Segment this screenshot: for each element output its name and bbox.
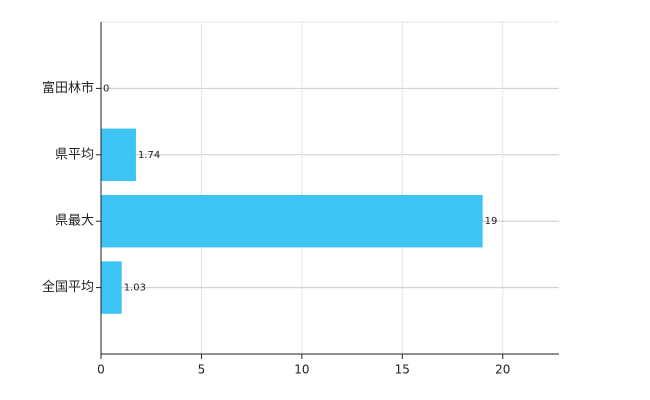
x-tick-label: 15 (395, 363, 410, 377)
y-tick-label: 県最大 (55, 214, 94, 229)
x-tick-label: 5 (198, 363, 206, 377)
value-label: 0 (103, 83, 109, 94)
value-label: 1.03 (124, 283, 146, 294)
y-tick-label: 県平均 (55, 147, 94, 162)
y-tick-label: 全国平均 (42, 279, 94, 295)
x-tick-label: 20 (495, 363, 510, 377)
value-label: 1.74 (138, 150, 160, 161)
x-tick-label: 10 (294, 363, 309, 377)
value-label: 19 (485, 216, 498, 227)
y-tick-label: 富田林市 (42, 80, 94, 96)
x-tick-label: 0 (97, 363, 105, 377)
bar (101, 261, 122, 314)
bar (101, 194, 483, 248)
bar (101, 128, 136, 182)
